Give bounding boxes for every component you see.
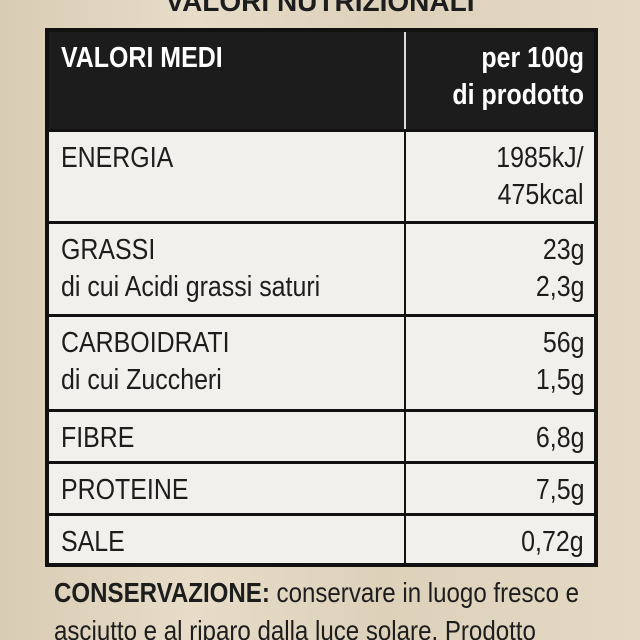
label-line: ENERGIA: [61, 142, 174, 174]
value-line: 1,5g: [535, 364, 584, 396]
divider: [404, 464, 406, 513]
value-line: 0,72g: [521, 526, 584, 558]
label-line: GRASSI: [61, 234, 156, 266]
row-label: CARBOIDRATI di cui Zuccheri: [61, 325, 230, 399]
table-row: CARBOIDRATI di cui Zuccheri 56g 1,5g: [49, 314, 594, 409]
value-line: 56g: [542, 327, 584, 359]
head-value-line: di prodotto: [452, 79, 584, 111]
footer-text: conservare in luogo fresco e: [276, 577, 580, 608]
row-value: 56g 1,5g: [535, 325, 584, 399]
value-line: 23g: [542, 234, 584, 266]
value-line: 2,3g: [535, 271, 584, 303]
row-label: GRASSI di cui Acidi grassi saturi: [61, 232, 320, 306]
footer: CONSERVAZIONE: conservare in luogo fresc…: [54, 574, 579, 640]
label-line: PROTEINE: [61, 474, 189, 506]
value-line: 7,5g: [535, 474, 584, 506]
row-value: 0,72g: [522, 524, 584, 561]
title: VALORI NUTRIZIONALI: [165, 0, 475, 17]
label-line: CARBOIDRATI: [61, 327, 230, 359]
row-value: 6,8g: [535, 420, 584, 457]
divider: [404, 224, 406, 314]
value-line: 475kcal: [498, 179, 584, 211]
label-line: SALE: [61, 526, 125, 558]
divider: [404, 516, 406, 563]
footer-label: CONSERVAZIONE:: [54, 577, 270, 608]
table-head: VALORI MEDI per 100g di prodotto: [49, 32, 594, 129]
table-row: SALE 0,72g: [49, 513, 594, 563]
head-label: VALORI MEDI: [61, 40, 223, 77]
head-label-text: VALORI MEDI: [61, 42, 223, 74]
row-label: FIBRE: [61, 420, 134, 457]
table-row: FIBRE 6,8g: [49, 409, 594, 461]
value-line: 6,8g: [535, 422, 584, 454]
row-value: 1985kJ/475kcal: [497, 140, 584, 214]
table-row: PROTEINE 7,5g: [49, 461, 594, 513]
nutrition-table: VALORI MEDI per 100g di prodotto ENERGIA 198…: [45, 28, 598, 567]
head-value: per 100g di prodotto: [452, 40, 584, 114]
footer-line: asciutto e al riparo dalla luce solare. …: [54, 612, 579, 640]
row-label: SALE: [61, 524, 125, 561]
footer-text: asciutto e al riparo dalla luce solare. …: [54, 615, 536, 640]
table-row: ENERGIA 1985kJ/475kcal: [49, 129, 594, 221]
row-value: 7,5g: [535, 472, 584, 509]
label-line: FIBRE: [61, 422, 135, 454]
table-row: GRASSI di cui Acidi grassi saturi 23g 2,3g: [49, 221, 594, 314]
footer-line: CONSERVAZIONE: conservare in luogo fresc…: [54, 574, 579, 612]
divider: [404, 32, 406, 129]
divider: [404, 132, 406, 221]
row-label: PROTEINE: [61, 472, 188, 509]
row-value: 23g 2,3g: [535, 232, 584, 306]
label-line: di cui Zuccheri: [61, 364, 222, 396]
divider: [404, 317, 406, 409]
divider: [404, 412, 406, 461]
label-line: di cui Acidi grassi saturi: [61, 271, 321, 303]
row-label: ENERGIA: [61, 140, 173, 177]
value-line: 1985kJ/: [496, 142, 584, 174]
head-value-line: per 100g: [481, 42, 584, 74]
